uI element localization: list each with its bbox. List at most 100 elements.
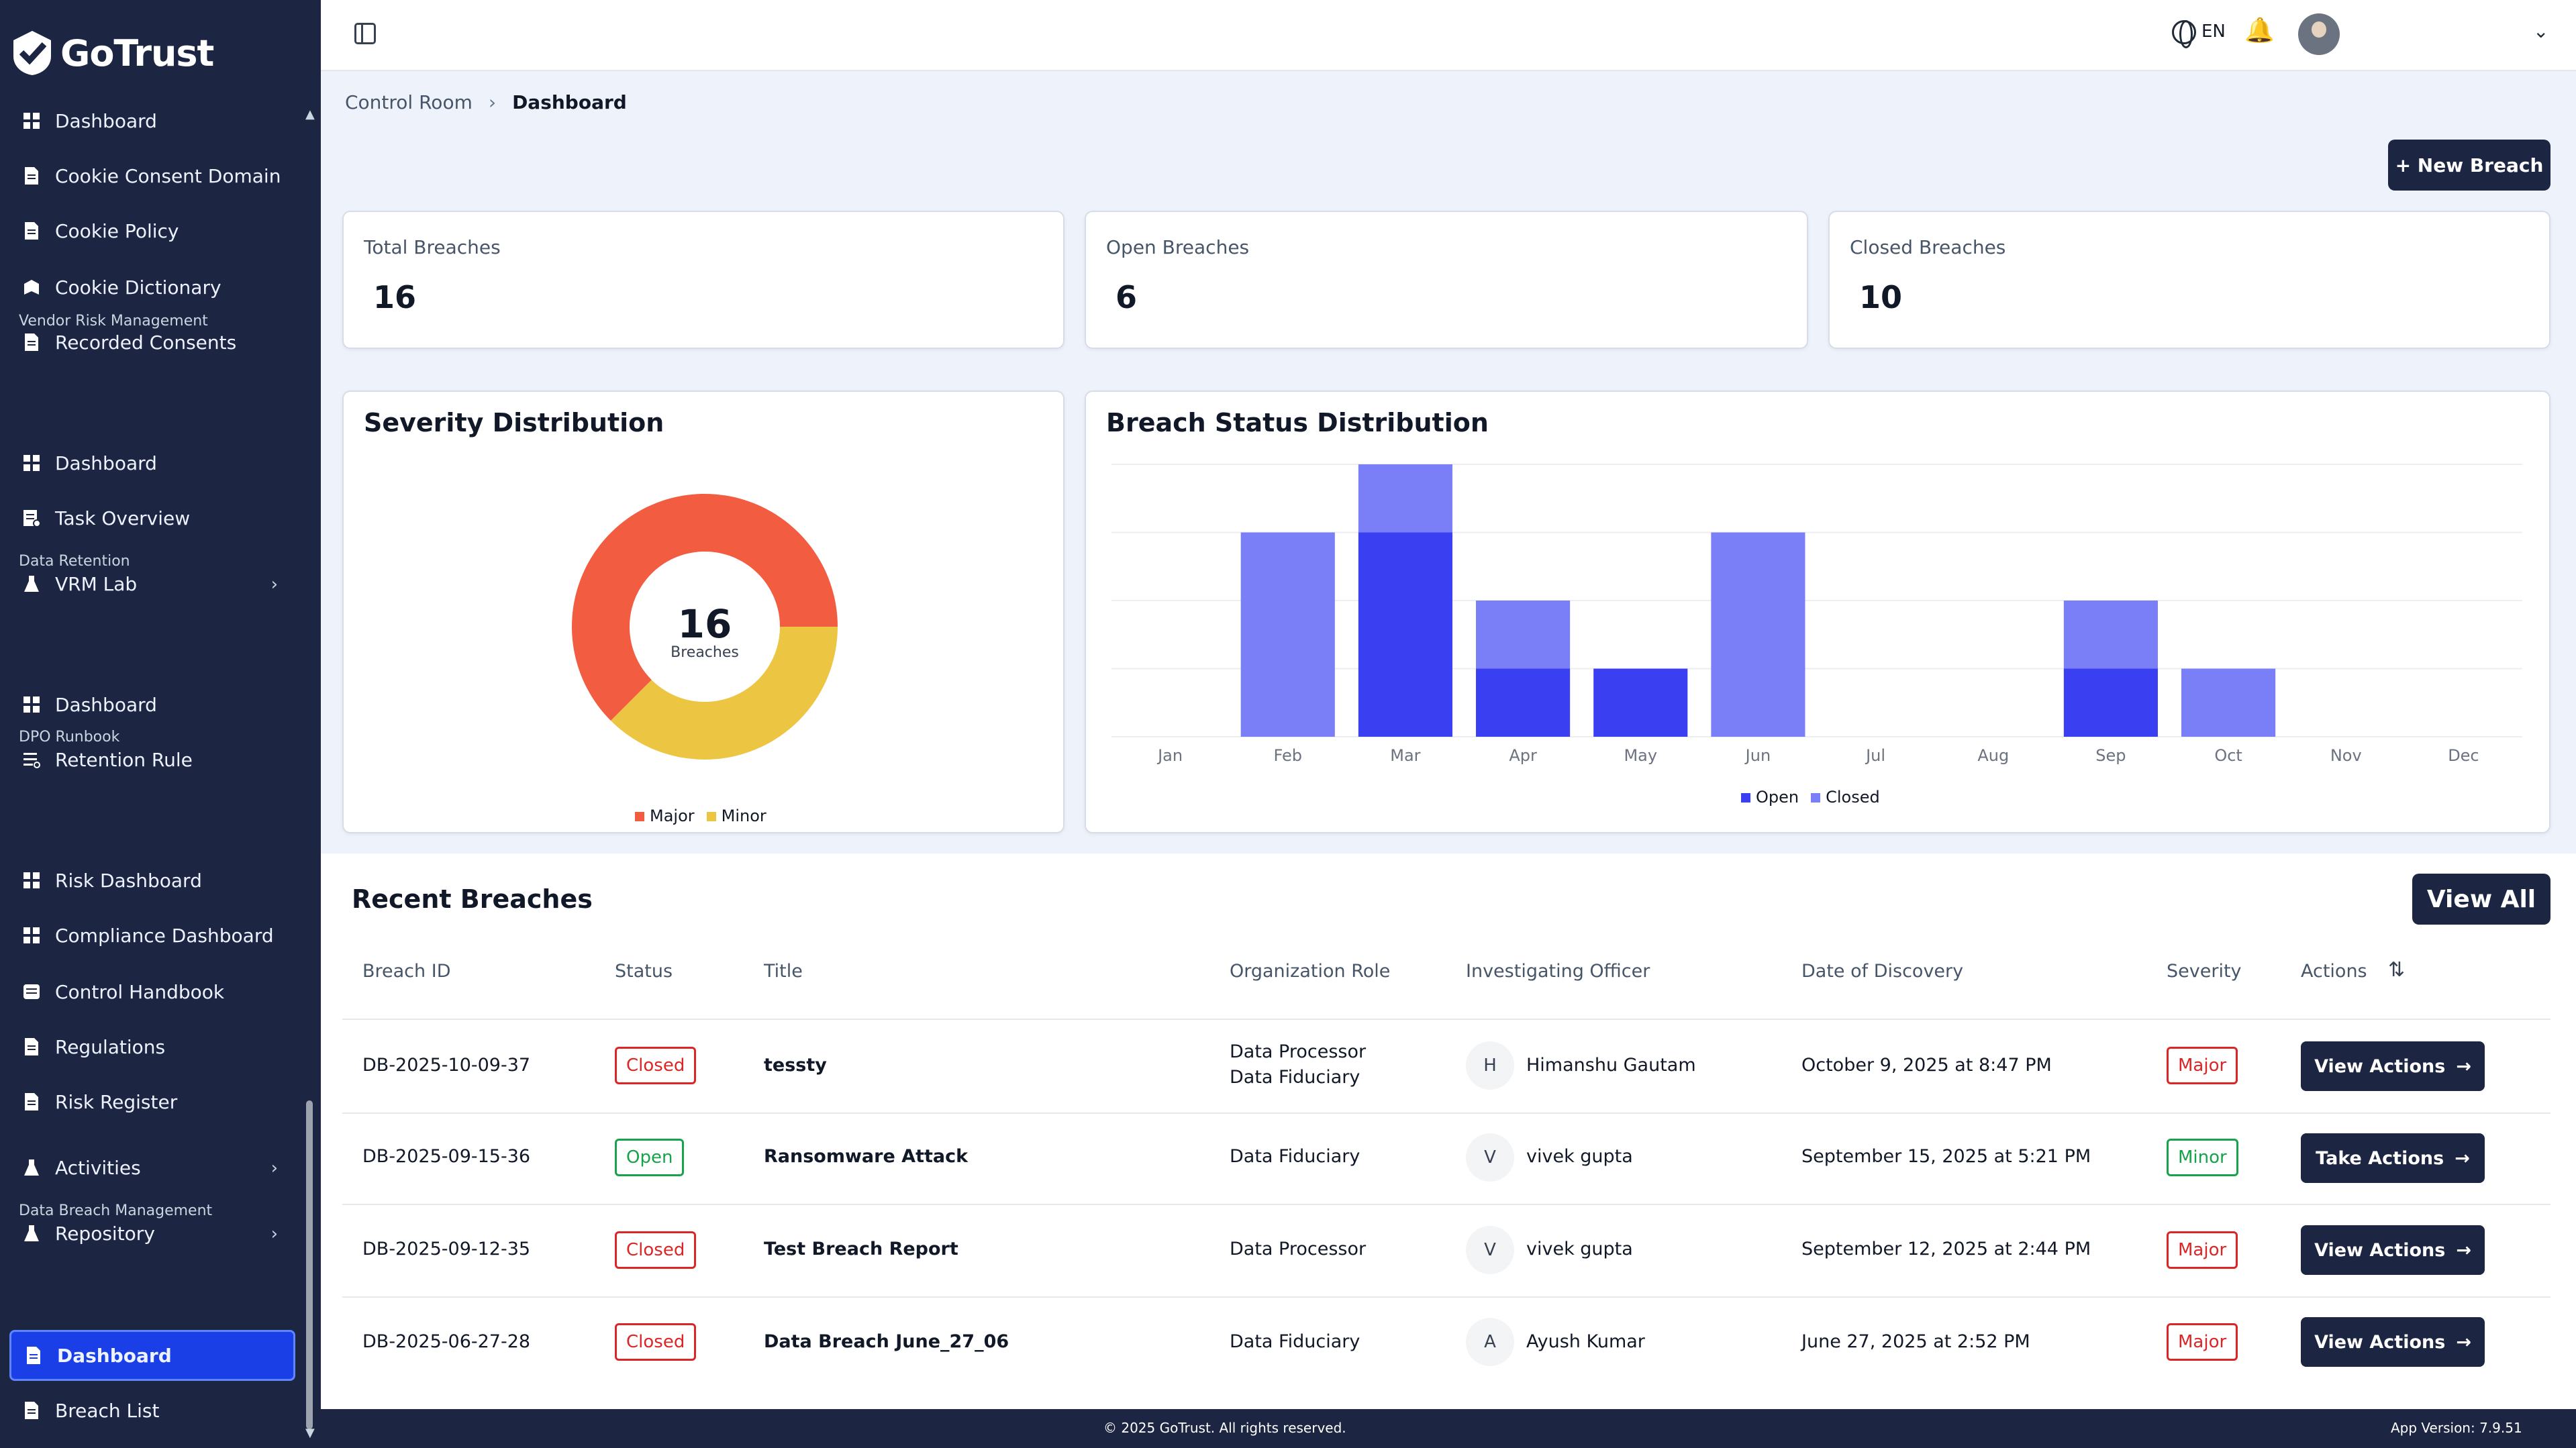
breach-id: DB-2025-09-15-36 <box>362 1146 531 1167</box>
column-header-investigating-officer[interactable]: Investigating Officer <box>1466 961 1650 982</box>
scroll-up-arrow-icon[interactable]: ▲ <box>305 107 315 121</box>
document-icon <box>21 221 42 241</box>
bar-closed-apr[interactable] <box>1476 601 1571 669</box>
sidebar-item-retention-dashboard[interactable]: Dashboard <box>9 679 295 730</box>
x-tick-label: Sep <box>2095 746 2126 765</box>
sidebar-toggle-icon[interactable] <box>354 23 376 44</box>
stat-label: Closed Breaches <box>1850 236 2006 258</box>
bar-open-apr[interactable] <box>1476 668 1571 737</box>
bar-closed-oct[interactable] <box>2181 668 2276 737</box>
chevron-down-icon[interactable]: ⌄ <box>2533 20 2549 42</box>
donut-center-value: 16 <box>677 601 732 647</box>
flask-icon <box>21 1157 42 1178</box>
status-badge: Closed <box>615 1231 697 1269</box>
officer-initial-avatar: V <box>1466 1226 1514 1274</box>
sidebar-item-regulations[interactable]: Regulations <box>9 1021 295 1072</box>
view-actions-button[interactable]: View Actions → <box>2301 1225 2485 1275</box>
investigating-officer: vivek gupta <box>1526 1146 1633 1167</box>
arrow-right-icon: → <box>2456 1055 2471 1077</box>
avatar[interactable] <box>2298 13 2340 55</box>
x-tick-label: Nov <box>2330 746 2362 765</box>
sidebar-item-cookie-dictionary[interactable]: Cookie Dictionary <box>9 262 295 313</box>
sidebar-item-activities[interactable]: Activities › <box>9 1142 295 1193</box>
stat-label: Total Breaches <box>364 236 501 258</box>
bar-closed-sep[interactable] <box>2063 601 2158 669</box>
section-title: Data Breach Management <box>19 1202 213 1219</box>
sidebar-item-vrm-lab[interactable]: VRM Lab › <box>9 558 295 609</box>
sort-icon[interactable]: ⇅ <box>2388 958 2406 982</box>
legend-item-open[interactable]: Open <box>1741 788 1799 807</box>
sidebar-item-compliance-dashboard[interactable]: Compliance Dashboard <box>9 910 295 961</box>
document-icon <box>21 1400 42 1420</box>
sidebar-item-cookie-policy[interactable]: Cookie Policy <box>9 205 295 256</box>
investigating-officer: Ayush Kumar <box>1526 1331 1645 1352</box>
bar-open-may[interactable] <box>1593 668 1688 737</box>
column-header-status[interactable]: Status <box>615 961 673 982</box>
take-actions-button[interactable]: Take Actions → <box>2301 1133 2485 1183</box>
language-selector[interactable]: EN <box>2201 21 2226 42</box>
sidebar-item-label: Regulations <box>55 1035 166 1058</box>
breach-id: DB-2025-09-12-35 <box>362 1239 531 1259</box>
flask-icon <box>21 574 42 594</box>
column-header-severity[interactable]: Severity <box>2167 961 2242 982</box>
bar-open-mar[interactable] <box>1358 532 1452 737</box>
scroll-down-arrow-icon[interactable]: ▼ <box>305 1426 315 1440</box>
column-header-breach-id[interactable]: Breach ID <box>362 961 451 982</box>
view-all-button[interactable]: View All <box>2412 874 2550 925</box>
bell-icon[interactable]: 🔔 <box>2244 17 2275 44</box>
status-badge: Open <box>615 1139 685 1176</box>
column-header-title[interactable]: Title <box>764 961 803 982</box>
severity-badge: Major <box>2167 1047 2238 1084</box>
sidebar-item-repository[interactable]: Repository › <box>9 1208 295 1259</box>
x-tick-label: May <box>1624 746 1657 765</box>
sidebar-item-label: Risk Register <box>55 1090 178 1113</box>
sidebar-item-recorded-consents[interactable]: Recorded Consents <box>9 317 295 368</box>
sidebar-scrollbar[interactable] <box>306 1100 313 1429</box>
column-header-date-of-discovery[interactable]: Date of Discovery <box>1801 961 1964 982</box>
investigating-officer: Himanshu Gautam <box>1526 1055 1696 1076</box>
donut-slice-minor[interactable] <box>610 627 838 760</box>
sidebar-item-label: Control Handbook <box>55 980 225 1003</box>
legend-item-minor[interactable]: Minor <box>706 807 766 825</box>
legend-item-closed[interactable]: Closed <box>1811 788 1880 807</box>
sidebar-item-label: Compliance Dashboard <box>55 924 274 947</box>
globe-icon[interactable] <box>2172 20 2196 48</box>
logo[interactable]: GoTrust <box>11 25 214 81</box>
breach-status-bar-chart: Jan Feb Mar Apr May Jun Jul Aug Sep Oct Nov Dec <box>1111 464 2522 765</box>
breach-title[interactable]: Test Breach Report <box>764 1239 958 1259</box>
breadcrumb-parent[interactable]: Control Room <box>345 91 473 113</box>
column-header-actions[interactable]: Actions <box>2301 961 2367 982</box>
sidebar-item-dashboard[interactable]: Dashboard <box>9 95 295 146</box>
breach-title[interactable]: tessty <box>764 1055 827 1076</box>
column-header-organization-role[interactable]: Organization Role <box>1230 961 1391 982</box>
arrow-right-icon: → <box>2455 1147 2470 1169</box>
sidebar-item-control-handbook[interactable]: Control Handbook <box>9 966 295 1017</box>
sidebar-item-breach-list[interactable]: Breach List <box>9 1385 295 1436</box>
section-title: Recent Breaches <box>352 884 593 914</box>
bar-open-sep[interactable] <box>2063 668 2158 737</box>
sidebar-item-vrm-dashboard[interactable]: Dashboard <box>9 437 295 488</box>
sidebar-item-retention-rule[interactable]: Retention Rule <box>9 734 295 785</box>
new-breach-button[interactable]: + New Breach <box>2388 140 2550 191</box>
arrow-right-icon: → <box>2456 1331 2471 1353</box>
sidebar-item-task-overview[interactable]: Task Overview <box>9 493 295 544</box>
organization-role: Data Fiduciary <box>1230 1331 1360 1352</box>
view-actions-button[interactable]: View Actions → <box>2301 1317 2485 1367</box>
grid-icon <box>21 870 42 890</box>
sidebar-item-breach-dashboard[interactable]: Dashboard <box>9 1330 295 1381</box>
view-actions-button[interactable]: View Actions → <box>2301 1041 2485 1091</box>
breach-title[interactable]: Data Breach June_27_06 <box>764 1331 1009 1352</box>
donut-slice-major[interactable] <box>572 494 838 721</box>
breach-title[interactable]: Ransomware Attack <box>764 1146 969 1167</box>
bar-closed-feb[interactable] <box>1240 532 1335 737</box>
bar-closed-mar[interactable] <box>1358 464 1452 533</box>
document-icon <box>21 166 42 186</box>
sidebar-item-risk-dashboard[interactable]: Risk Dashboard <box>9 855 295 906</box>
sidebar-item-label: VRM Lab <box>55 572 138 595</box>
sidebar-item-risk-register[interactable]: Risk Register <box>9 1076 295 1127</box>
bar-closed-jun[interactable] <box>1711 532 1805 737</box>
card-title: Severity Distribution <box>364 408 664 437</box>
sidebar-item-cookie-consent-domain[interactable]: Cookie Consent Domain <box>9 150 295 201</box>
x-tick-label: Jan <box>1156 746 1183 765</box>
legend-item-major[interactable]: Major <box>635 807 695 825</box>
